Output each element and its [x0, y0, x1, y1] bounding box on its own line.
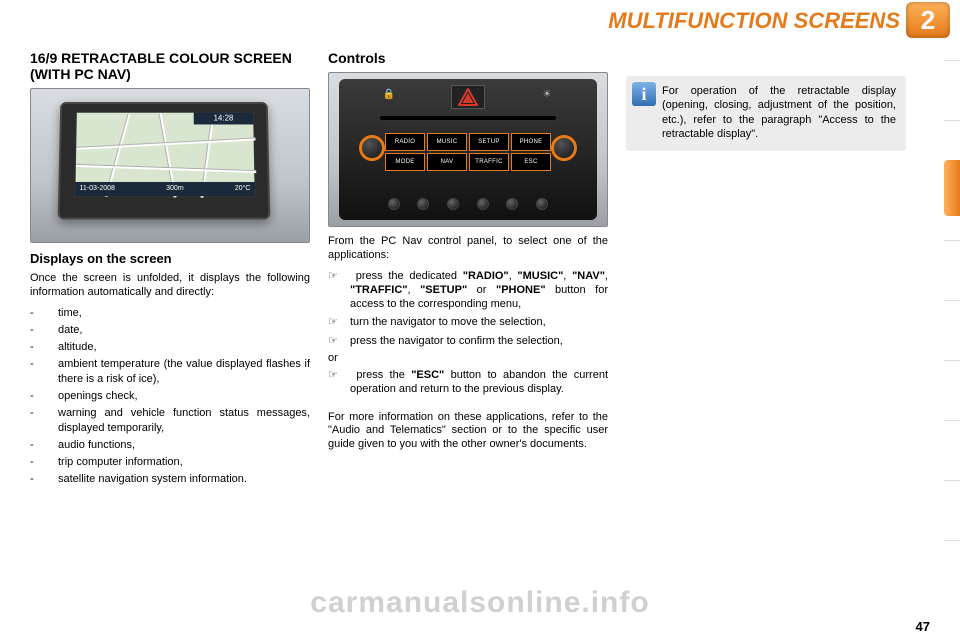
mid-list: press the dedicated "RADIO", "MUSIC", "N… — [328, 269, 608, 348]
panel-btn-phone: PHONE — [511, 133, 551, 151]
nav-device: 14:28 11-03-2008 300m 20°C — [58, 102, 271, 219]
list-item: warning and vehicle function status mess… — [30, 406, 310, 435]
list-item: press the "ESC" button to abandon the cu… — [328, 368, 608, 397]
watermark: carmanualsonline.info — [0, 586, 960, 620]
figure-nav-screen: 14:28 11-03-2008 300m 20°C — [30, 88, 310, 243]
list-item: press the dedicated "RADIO", "MUSIC", "N… — [328, 269, 608, 312]
list-item: press the navigator to confirm the selec… — [328, 334, 608, 348]
lock-icon: 🔒 — [381, 89, 397, 103]
side-tabs — [944, 60, 960, 600]
left-subheading: Displays on the screen — [30, 251, 310, 266]
list-item: satellite navigation system information. — [30, 472, 310, 486]
list-item: openings check, — [30, 389, 310, 403]
chapter-badge: 2 — [906, 2, 950, 38]
hazard-button — [451, 85, 485, 109]
nav-time: 14:28 — [194, 113, 254, 125]
nav-bottombar: 11-03-2008 300m 20°C — [75, 182, 254, 196]
left-intro: Once the screen is unfolded, it displays… — [30, 272, 310, 300]
nav-distance: 300m — [166, 182, 184, 196]
content-columns: 16/9 RETRACTABLE COLOUR SCREEN (WITH PC … — [0, 40, 960, 490]
column-right: i For operation of the retractable displ… — [626, 50, 906, 490]
panel-btn-traffic: TRAFFIC — [469, 153, 509, 171]
left-list: time, date, altitude, ambient temperatur… — [30, 306, 310, 487]
list-item: ambient temperature (the value displayed… — [30, 357, 310, 386]
page-number: 47 — [916, 619, 930, 634]
control-panel: 🔒 ☀ RADIO MUSIC SETUP PHONE — [339, 79, 597, 220]
mid-intro: From the PC Nav control panel, to select… — [328, 235, 608, 263]
panel-btn-mode: MODE — [385, 153, 425, 171]
or-text: or — [328, 352, 608, 364]
list-item: date, — [30, 323, 310, 337]
mid-footer: For more information on these applicatio… — [328, 411, 608, 452]
list-item: audio functions, — [30, 438, 310, 452]
navigator-knob — [551, 135, 577, 161]
info-text: For operation of the retractable display… — [662, 85, 896, 140]
list-item: time, — [30, 306, 310, 320]
panel-btn-nav: NAV — [427, 153, 467, 171]
panel-btn-setup: SETUP — [469, 133, 509, 151]
mid-heading: Controls — [328, 50, 608, 66]
mid-list-2: press the "ESC" button to abandon the cu… — [328, 368, 608, 397]
info-icon: i — [632, 82, 656, 106]
nav-temperature: 20°C — [235, 182, 251, 196]
panel-btn-esc: ESC — [511, 153, 551, 171]
column-left: 16/9 RETRACTABLE COLOUR SCREEN (WITH PC … — [30, 50, 310, 490]
header-title: MULTIFUNCTION SCREENS — [608, 8, 900, 34]
info-box: i For operation of the retractable displ… — [626, 76, 906, 151]
left-heading: 16/9 RETRACTABLE COLOUR SCREEN (WITH PC … — [30, 50, 310, 82]
list-item: altitude, — [30, 340, 310, 354]
active-section-tab — [944, 160, 960, 216]
list-item: turn the navigator to move the selection… — [328, 315, 608, 329]
list-item: trip computer information, — [30, 455, 310, 469]
button-grid: RADIO MUSIC SETUP PHONE MODE NAV TRAFFIC… — [385, 133, 551, 171]
volume-knob — [359, 135, 385, 161]
manual-page: MULTIFUNCTION SCREENS 2 16/9 RETRACTABLE… — [0, 0, 960, 640]
panel-btn-music: MUSIC — [427, 133, 467, 151]
disc-slot — [379, 115, 557, 121]
column-middle: Controls 🔒 ☀ RADIO M — [328, 50, 608, 490]
preset-knobs — [379, 198, 557, 214]
light-icon: ☀ — [539, 89, 555, 103]
figure-controls: 🔒 ☀ RADIO MUSIC SETUP PHONE — [328, 72, 608, 227]
page-header: MULTIFUNCTION SCREENS 2 — [0, 0, 960, 40]
nav-date: 11-03-2008 — [79, 182, 115, 196]
nav-map: 14:28 11-03-2008 300m 20°C — [74, 112, 255, 197]
panel-btn-radio: RADIO — [385, 133, 425, 151]
